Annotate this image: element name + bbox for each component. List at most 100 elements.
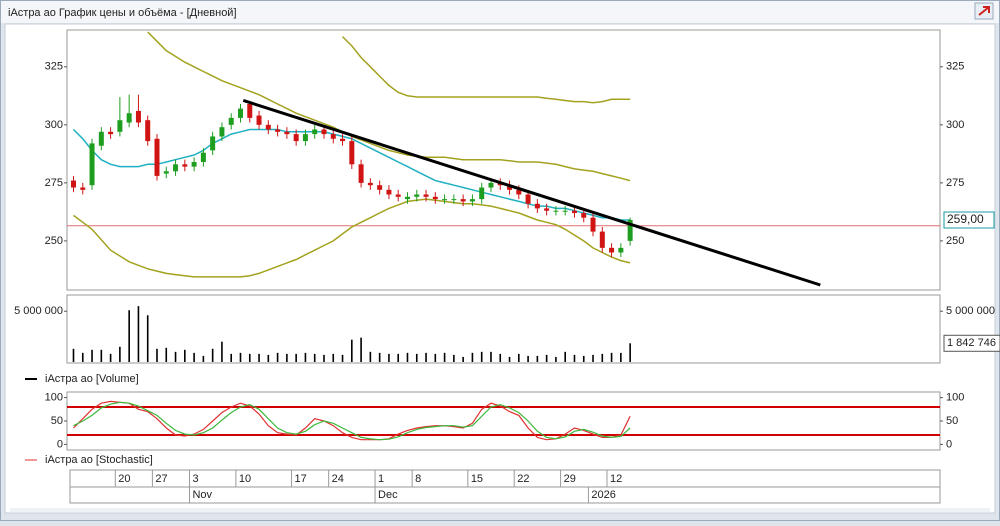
- y-tick-label-right: 275: [946, 177, 964, 189]
- candle-body: [349, 141, 355, 165]
- y-tick-label: 5 000 000: [14, 305, 63, 317]
- stochastic-line: [73, 400, 631, 441]
- candle-body: [627, 220, 633, 241]
- candle-body: [182, 164, 188, 167]
- candle-body: [516, 189, 522, 195]
- candle-body: [237, 108, 243, 118]
- volume-bar: [230, 353, 233, 362]
- value-label: 1 842 746: [947, 337, 996, 349]
- volume-bar: [443, 352, 446, 362]
- day-label: 10: [239, 473, 251, 485]
- candle-body: [80, 187, 86, 190]
- candle-body: [609, 247, 615, 253]
- candle-body: [210, 136, 216, 151]
- day-label: 17: [295, 473, 307, 485]
- volume-bar: [564, 351, 566, 362]
- volume-bar: [323, 354, 325, 362]
- y-tick-label-right: 0: [946, 438, 952, 450]
- candle-body: [228, 117, 234, 125]
- title-bar: [1, 1, 999, 23]
- candle-body: [451, 199, 457, 201]
- candle-body: [404, 196, 410, 200]
- y-tick-label-right: 50: [946, 415, 958, 427]
- volume-bar: [72, 348, 75, 362]
- candle-body: [386, 189, 392, 195]
- candle-body: [562, 210, 568, 212]
- scrollbar: [10, 508, 990, 512]
- y-tick-label-right: 100: [946, 392, 964, 404]
- candle-body: [599, 231, 605, 248]
- window-title: iАстра ао График цены и объёма - [Дневно…: [8, 7, 237, 19]
- day-label: 20: [118, 473, 130, 485]
- day-label: 12: [610, 473, 622, 485]
- candle-body: [293, 134, 299, 142]
- candle-body: [312, 129, 318, 135]
- candle-body: [571, 210, 577, 214]
- candle-body: [145, 120, 151, 142]
- value-label-box: [943, 334, 1000, 352]
- volume-bar: [276, 352, 279, 362]
- candle-body: [108, 131, 114, 135]
- volume-bar: [109, 353, 112, 362]
- candle-body: [358, 164, 364, 183]
- candle-body: [219, 127, 225, 137]
- volume-bar: [248, 353, 251, 362]
- volume-bar: [165, 347, 168, 362]
- price-panel: [66, 29, 941, 291]
- day-label: 15: [471, 473, 483, 485]
- volume-bar: [146, 315, 149, 362]
- volume-bar: [378, 352, 381, 362]
- month-label: Nov: [192, 489, 212, 501]
- candle-body: [525, 194, 531, 204]
- candle-body: [460, 199, 466, 202]
- y-tick-label: 275: [45, 177, 63, 189]
- candle-body: [70, 180, 76, 188]
- candle-body: [154, 138, 160, 176]
- volume-bar: [267, 354, 270, 362]
- candle-body: [534, 203, 540, 209]
- day-label: 22: [517, 473, 529, 485]
- month-label: 2026: [591, 489, 615, 501]
- candle-body: [340, 138, 346, 142]
- legend-label: iАстра ао [Stochastic]: [45, 454, 153, 466]
- volume-bar: [555, 356, 557, 362]
- y-tick-label: 250: [45, 235, 63, 247]
- candle-body: [553, 210, 559, 212]
- volume-bar: [184, 349, 186, 362]
- volume-bar: [601, 353, 604, 362]
- candle-body: [275, 129, 281, 132]
- volume-bar: [202, 355, 205, 362]
- candle-body: [191, 161, 197, 167]
- y-tick-label: 300: [45, 119, 63, 131]
- y-tick-label: 100: [45, 392, 63, 404]
- candle-body: [247, 103, 253, 118]
- candle-body: [117, 120, 123, 132]
- volume-bar: [462, 356, 464, 362]
- candle-body: [442, 199, 448, 201]
- window-button-icon: [978, 6, 990, 16]
- volume-bar: [471, 352, 474, 362]
- volume-bar: [128, 310, 130, 362]
- candle-body: [414, 194, 420, 197]
- candle-body: [581, 213, 587, 218]
- y-tick-label: 0: [57, 438, 63, 450]
- candle-body: [89, 143, 95, 186]
- volume-bar: [137, 306, 140, 362]
- volume-bar: [620, 352, 622, 362]
- volume-bar: [536, 355, 539, 362]
- volume-bar: [91, 349, 93, 362]
- volume-bar: [490, 351, 492, 362]
- volume-bar: [425, 352, 427, 362]
- candle-body: [321, 129, 327, 135]
- candle-body: [469, 199, 475, 202]
- volume-panel: [66, 294, 941, 364]
- candle-body: [479, 187, 485, 200]
- volume-bar: [518, 353, 520, 362]
- candle-body: [377, 185, 383, 190]
- volume-bar: [351, 339, 353, 362]
- volume-bar: [480, 351, 483, 362]
- volume-bar: [304, 352, 307, 362]
- volume-bar: [119, 346, 121, 362]
- candle-body: [200, 152, 206, 162]
